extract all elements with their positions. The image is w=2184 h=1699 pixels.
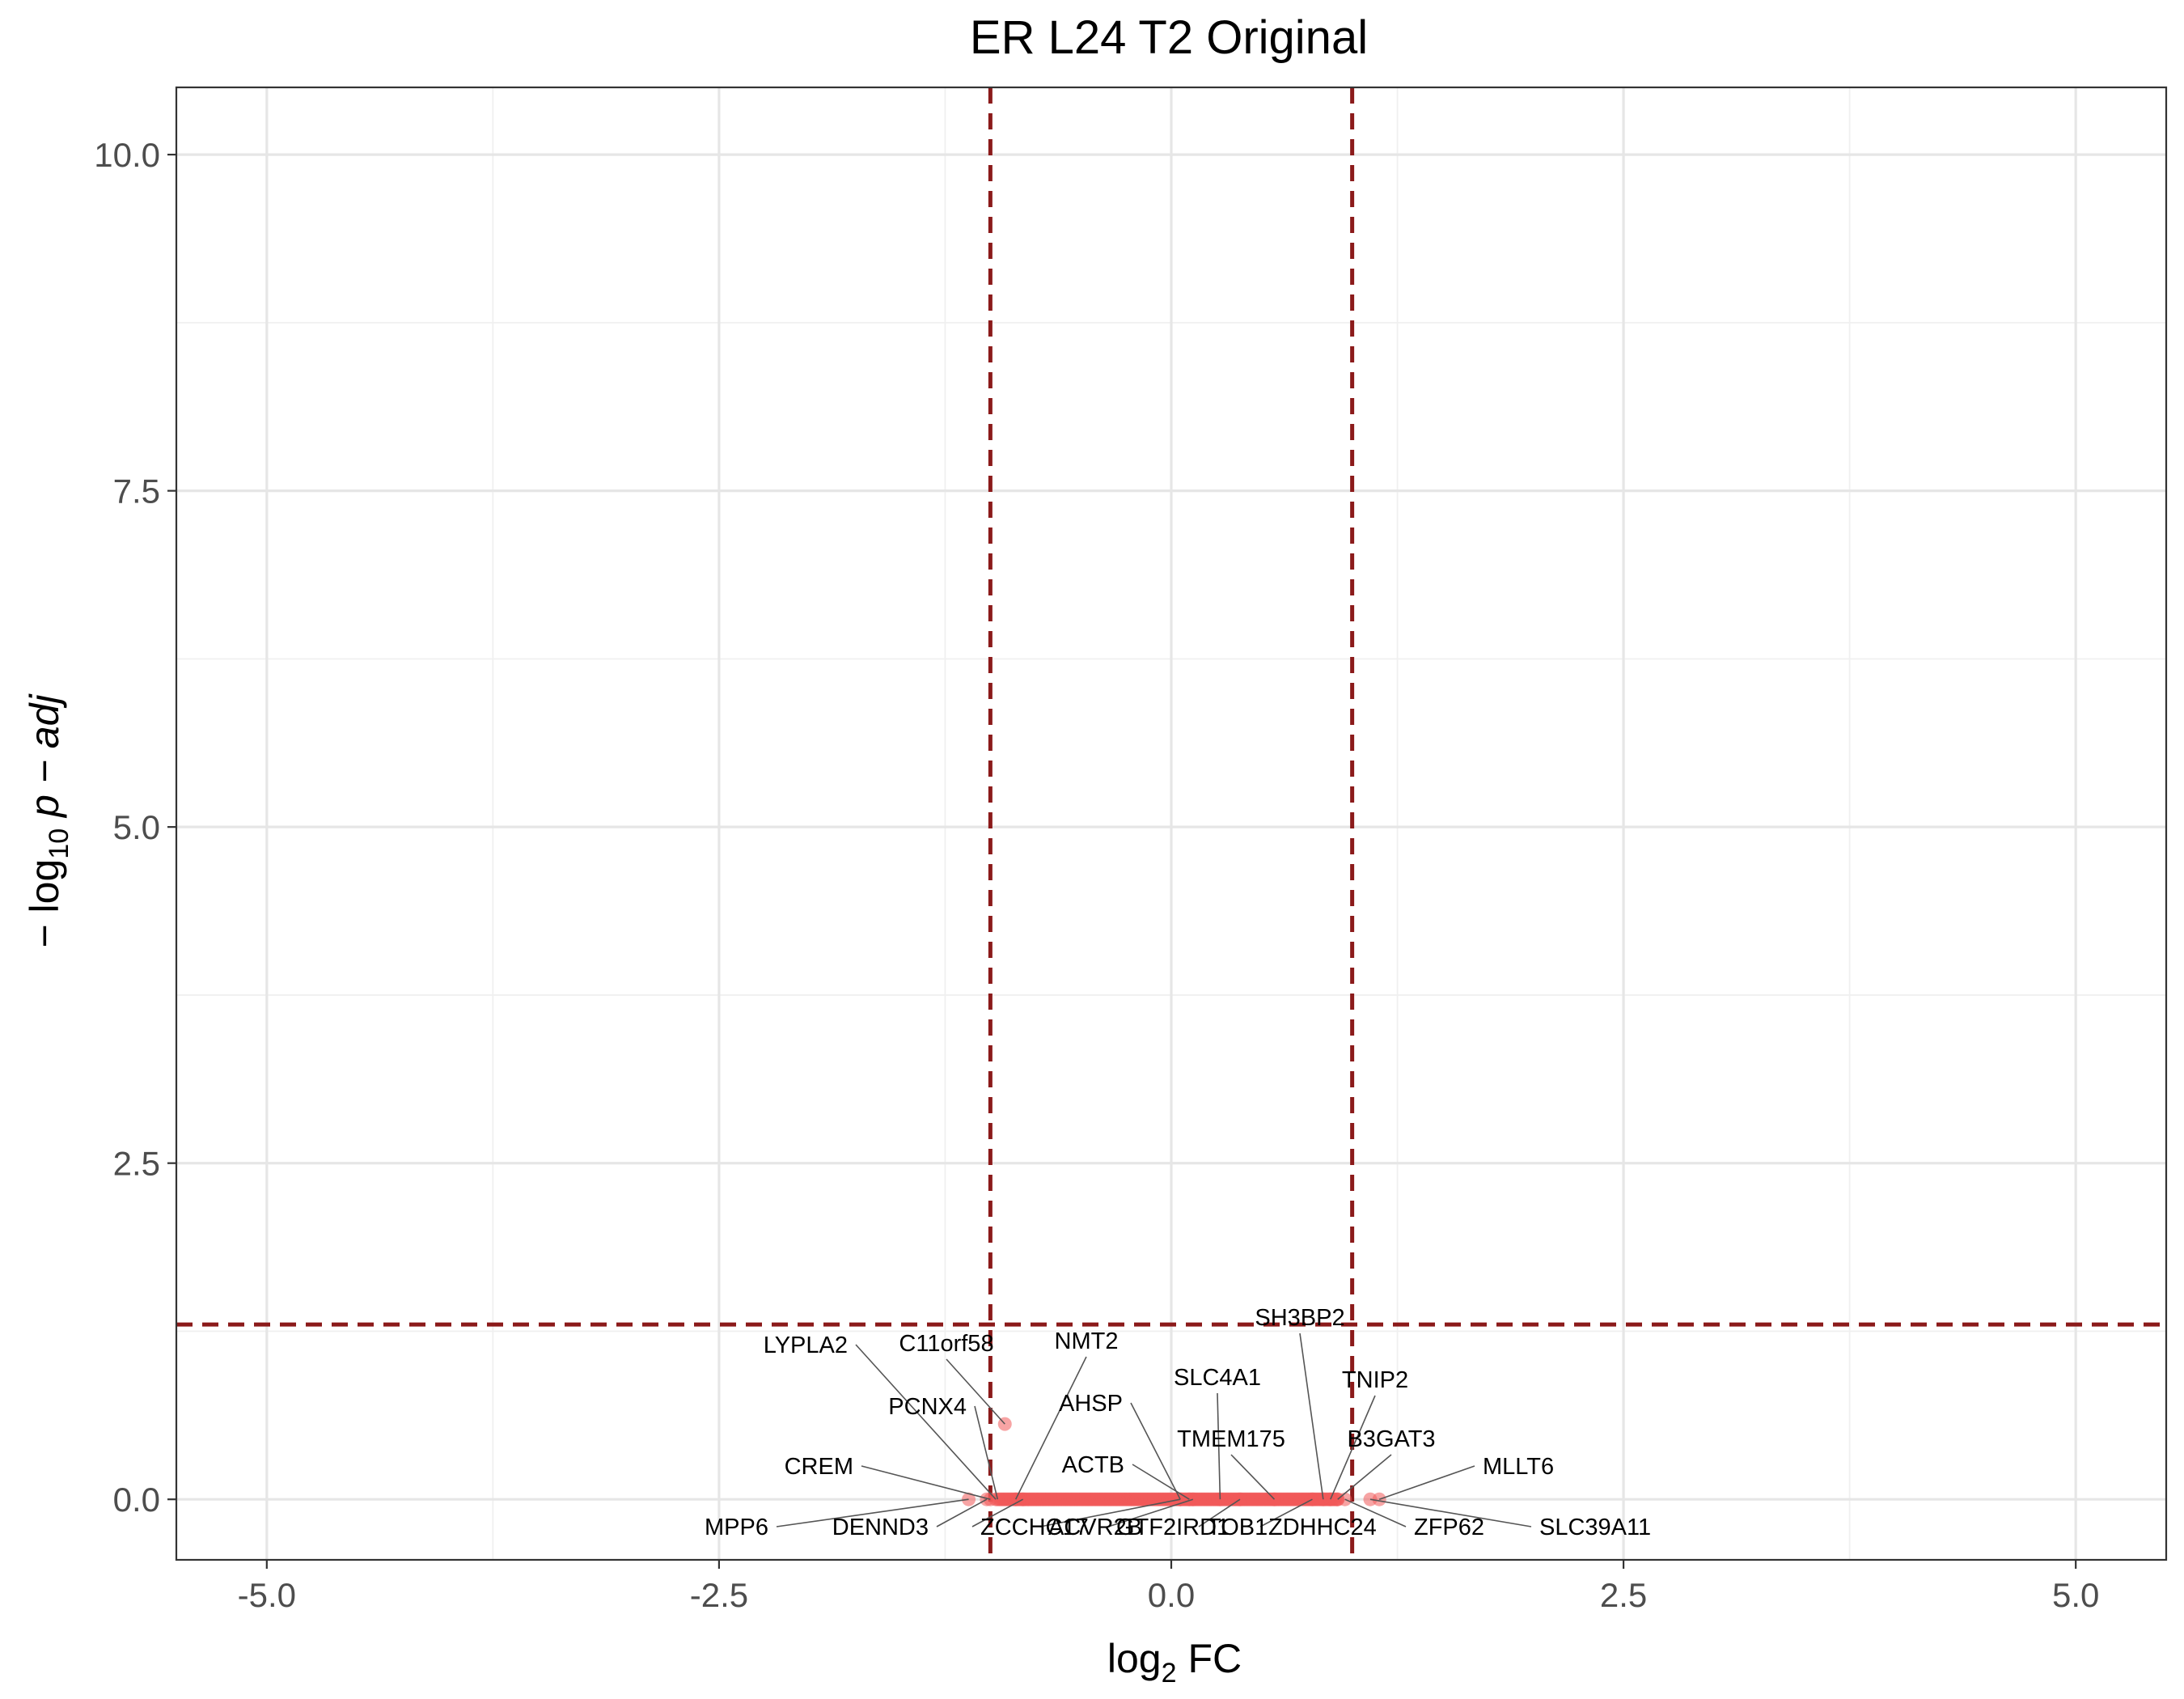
gene-label-crem: CREM xyxy=(785,1454,853,1480)
gene-label-sh3bp2: SH3BP2 xyxy=(1255,1305,1344,1331)
connector-nmt2 xyxy=(1014,1356,1087,1500)
gene-labels: C11orf58 CREM MPP6 LYPLA2 PCNX4 DENND3 NMT2 ZCC… xyxy=(705,1305,1651,1540)
connector-actb xyxy=(1132,1464,1190,1500)
gene-label-gtf2ird1: GTF2IRD1 xyxy=(1116,1515,1230,1540)
x-tick-label: 0.0 xyxy=(1148,1576,1195,1614)
gene-label-mpp6: MPP6 xyxy=(705,1515,768,1540)
gene-label-tob1: TOB1 xyxy=(1207,1515,1268,1540)
y-tick-label: 0.0 xyxy=(113,1481,160,1519)
connector-pcnx4 xyxy=(974,1405,999,1500)
connector-zcchc17 xyxy=(971,1498,1023,1527)
x-axis-title-subscript: 2 xyxy=(1162,1658,1177,1688)
y-axis-title: − log10 p − adj xyxy=(22,693,74,948)
connector-slc4a1 xyxy=(1217,1392,1221,1500)
gene-label-zfp62: ZFP62 xyxy=(1414,1515,1484,1540)
gene-label-c11orf58: C11orf58 xyxy=(899,1331,993,1357)
connector-tob1 xyxy=(1198,1498,1241,1527)
connector-c11orf58 xyxy=(946,1358,1005,1425)
gene-label-acvr2b: ACVR2B xyxy=(1048,1515,1142,1540)
connector-slc39a11 xyxy=(1369,1498,1532,1527)
label-connectors xyxy=(776,1333,1532,1527)
gene-label-pcnx4: PCNX4 xyxy=(888,1394,967,1420)
connector-ahsp xyxy=(1130,1402,1181,1500)
gene-label-slc4a1: SLC4A1 xyxy=(1174,1365,1261,1391)
connector-acvr2b xyxy=(1039,1498,1181,1527)
x-tick-label: 5.0 xyxy=(2052,1576,2099,1614)
x-tick-label: -5.0 xyxy=(238,1576,296,1614)
connector-zdhhc24 xyxy=(1259,1498,1313,1527)
gene-label-lypla2: LYPLA2 xyxy=(764,1333,848,1358)
connector-tmem175 xyxy=(1230,1454,1276,1500)
gene-label-b3gat3: B3GAT3 xyxy=(1347,1426,1435,1452)
gene-label-actb: ACTB xyxy=(1062,1452,1124,1478)
connector-lypla2 xyxy=(855,1344,997,1500)
y-tick-label: 10.0 xyxy=(94,136,160,174)
x-axis-title-rest: FC xyxy=(1177,1636,1242,1681)
connector-tnip2 xyxy=(1330,1395,1376,1500)
gene-label-mllt6: MLLT6 xyxy=(1483,1454,1554,1480)
connector-mllt6 xyxy=(1378,1465,1475,1500)
gene-label-dennd3: DENND3 xyxy=(832,1515,929,1540)
connector-mpp6 xyxy=(776,1498,969,1527)
gene-label-tmem175: TMEM175 xyxy=(1177,1426,1285,1452)
data-points xyxy=(962,1417,1386,1506)
x-tick-label: 2.5 xyxy=(1600,1576,1647,1614)
connector-crem xyxy=(861,1465,991,1500)
y-tick-labels: 0.0 2.5 5.0 7.5 10.0 xyxy=(94,136,160,1519)
gene-label-zdhhc24: ZDHHC24 xyxy=(1268,1515,1377,1540)
chart-title: ER L24 T2 Original xyxy=(970,11,1368,64)
gene-label-zcchc17: ZCCHC17 xyxy=(980,1515,1089,1540)
x-tick-labels: -5.0 -2.5 0.0 2.5 5.0 xyxy=(238,1576,2100,1614)
connector-gtf2ird1 xyxy=(1107,1498,1194,1527)
y-axis-title-prefix: − log xyxy=(22,859,67,948)
y-tick-label: 5.0 xyxy=(113,808,160,846)
x-axis-title-base: log xyxy=(1107,1636,1162,1681)
y-tick-label: 7.5 xyxy=(113,472,160,511)
threshold-lines xyxy=(176,87,2166,1560)
gene-label-ahsp: AHSP xyxy=(1059,1391,1123,1417)
y-axis-title-subscript: 10 xyxy=(44,828,74,859)
connector-sh3bp2 xyxy=(1299,1333,1324,1500)
gene-label-tnip2: TNIP2 xyxy=(1342,1367,1408,1393)
y-axis-title-italic: p − adj xyxy=(22,693,67,828)
axis-ticks xyxy=(167,154,2077,1569)
connector-b3gat3 xyxy=(1337,1454,1392,1500)
gene-label-nmt2: NMT2 xyxy=(1055,1328,1119,1354)
gene-label-slc39a11: SLC39A11 xyxy=(1539,1515,1651,1540)
connector-dennd3 xyxy=(936,1498,988,1527)
x-axis-title: log2 FC xyxy=(1107,1636,1242,1688)
connector-zfp62 xyxy=(1344,1498,1407,1527)
x-tick-label: -2.5 xyxy=(690,1576,748,1614)
y-tick-label: 2.5 xyxy=(113,1145,160,1183)
